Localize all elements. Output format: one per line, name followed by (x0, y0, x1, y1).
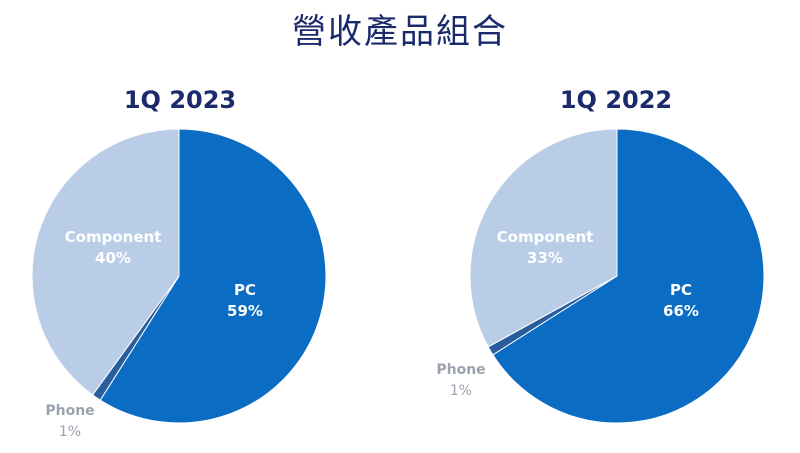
page-title: 營收產品組合 (292, 12, 508, 52)
component-percent: 33% (527, 249, 563, 267)
component-slice (31, 128, 180, 396)
pc-slice (492, 128, 765, 424)
component-label: Component (65, 228, 162, 246)
pc-label: PC (234, 281, 256, 299)
pie-chart-1q-2022: PC 66% Component 33% Phone 1% (436, 128, 765, 424)
pc-label: PC (670, 281, 692, 299)
component-slice (469, 128, 618, 348)
component-percent: 40% (95, 249, 131, 267)
pc-slice (99, 128, 327, 424)
pie-chart-1q-2023: PC 59% Component 40% Phone 1% (31, 128, 327, 440)
pie-title-1q-2022: 1Q 2022 (559, 86, 673, 114)
phone-label: Phone (436, 362, 485, 378)
phone-percent: 1% (450, 383, 472, 399)
component-label: Component (497, 228, 594, 246)
pie-title-1q-2023: 1Q 2023 (123, 86, 237, 114)
pc-percent: 59% (227, 302, 263, 320)
pc-percent: 66% (663, 302, 699, 320)
phone-percent: 1% (59, 424, 81, 440)
phone-label: Phone (45, 403, 94, 419)
